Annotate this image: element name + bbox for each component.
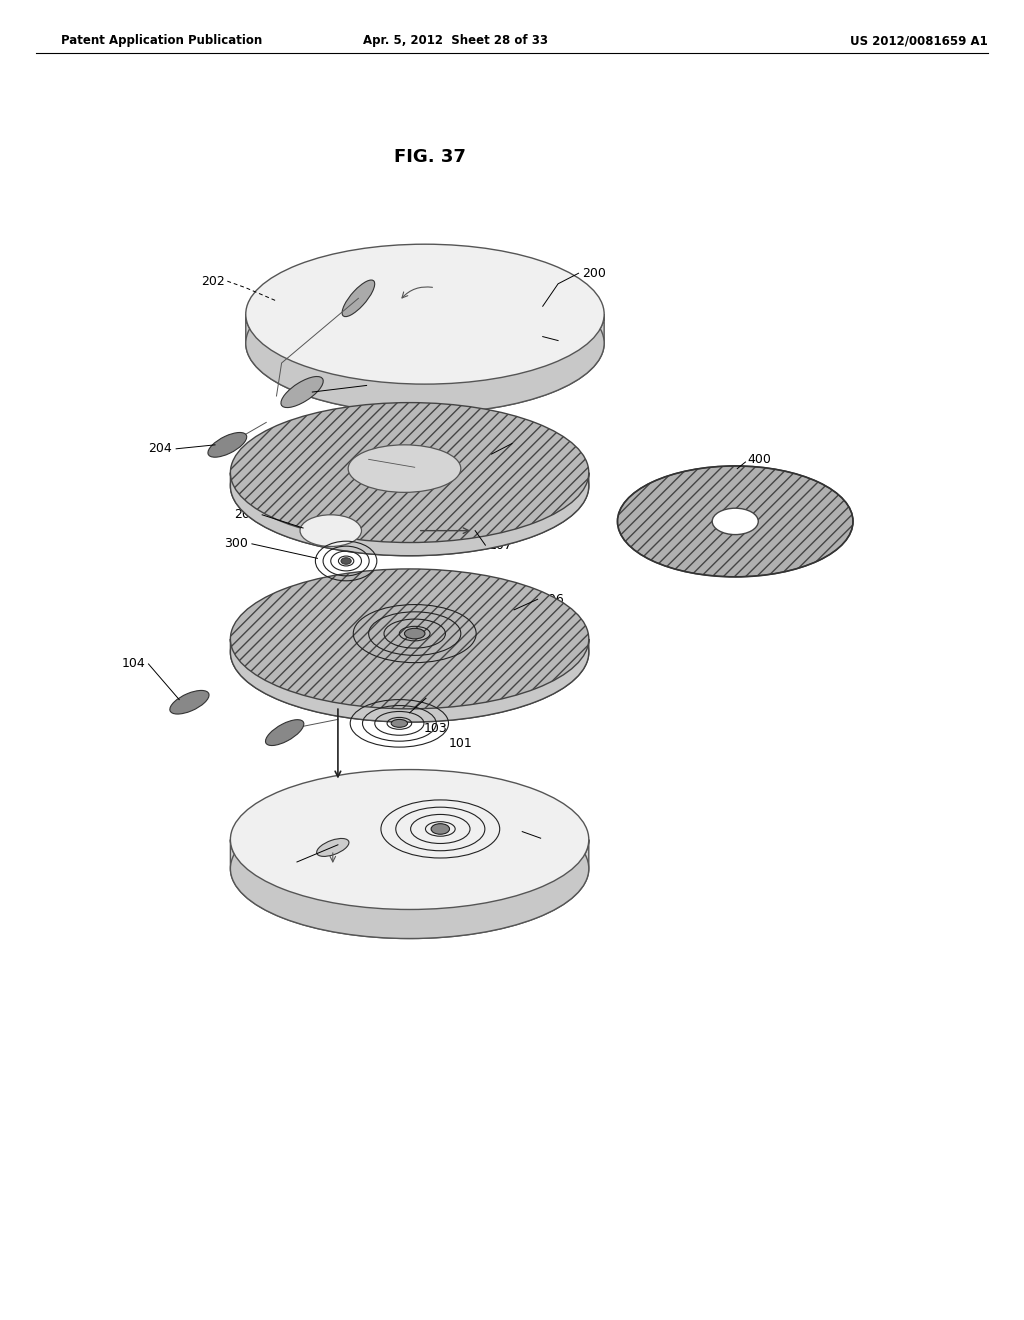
Text: Patent Application Publication: Patent Application Publication <box>61 34 263 48</box>
Ellipse shape <box>246 273 604 413</box>
Text: 200: 200 <box>582 267 605 280</box>
Text: FIG. 37: FIG. 37 <box>394 148 466 166</box>
Ellipse shape <box>265 719 304 746</box>
Text: 105: 105 <box>428 689 452 702</box>
Ellipse shape <box>713 508 758 535</box>
Text: 107: 107 <box>488 539 512 552</box>
Ellipse shape <box>431 824 450 834</box>
Ellipse shape <box>341 558 351 565</box>
Text: 102: 102 <box>274 867 299 880</box>
Polygon shape <box>246 314 604 413</box>
Ellipse shape <box>170 690 209 714</box>
Ellipse shape <box>230 582 589 722</box>
Ellipse shape <box>230 403 589 543</box>
Ellipse shape <box>391 719 408 727</box>
Polygon shape <box>230 473 589 556</box>
Ellipse shape <box>342 280 375 317</box>
Text: 101: 101 <box>449 737 472 750</box>
Text: 100: 100 <box>545 832 568 845</box>
Polygon shape <box>230 840 589 939</box>
Ellipse shape <box>230 770 589 909</box>
Text: Apr. 5, 2012  Sheet 28 of 33: Apr. 5, 2012 Sheet 28 of 33 <box>364 34 548 48</box>
Text: 104: 104 <box>122 657 145 671</box>
Ellipse shape <box>300 515 361 546</box>
Ellipse shape <box>348 445 461 492</box>
Ellipse shape <box>617 466 853 577</box>
Text: 206: 206 <box>514 437 538 450</box>
Text: 204: 204 <box>148 442 172 455</box>
Text: 201: 201 <box>561 334 585 347</box>
Text: 400: 400 <box>748 453 771 466</box>
Text: 106: 106 <box>541 593 564 606</box>
Text: 300: 300 <box>224 537 248 550</box>
Ellipse shape <box>281 376 324 408</box>
Ellipse shape <box>230 416 589 556</box>
Ellipse shape <box>404 628 425 639</box>
Polygon shape <box>230 639 589 722</box>
Ellipse shape <box>230 799 589 939</box>
Text: US 2012/0081659 A1: US 2012/0081659 A1 <box>850 34 988 48</box>
Text: 207: 207 <box>234 508 258 521</box>
Text: 202: 202 <box>202 275 225 288</box>
Text: 103: 103 <box>424 722 447 735</box>
Ellipse shape <box>246 244 604 384</box>
Ellipse shape <box>316 838 349 857</box>
Ellipse shape <box>230 569 589 709</box>
Ellipse shape <box>208 433 247 457</box>
Text: 205: 205 <box>354 370 379 383</box>
